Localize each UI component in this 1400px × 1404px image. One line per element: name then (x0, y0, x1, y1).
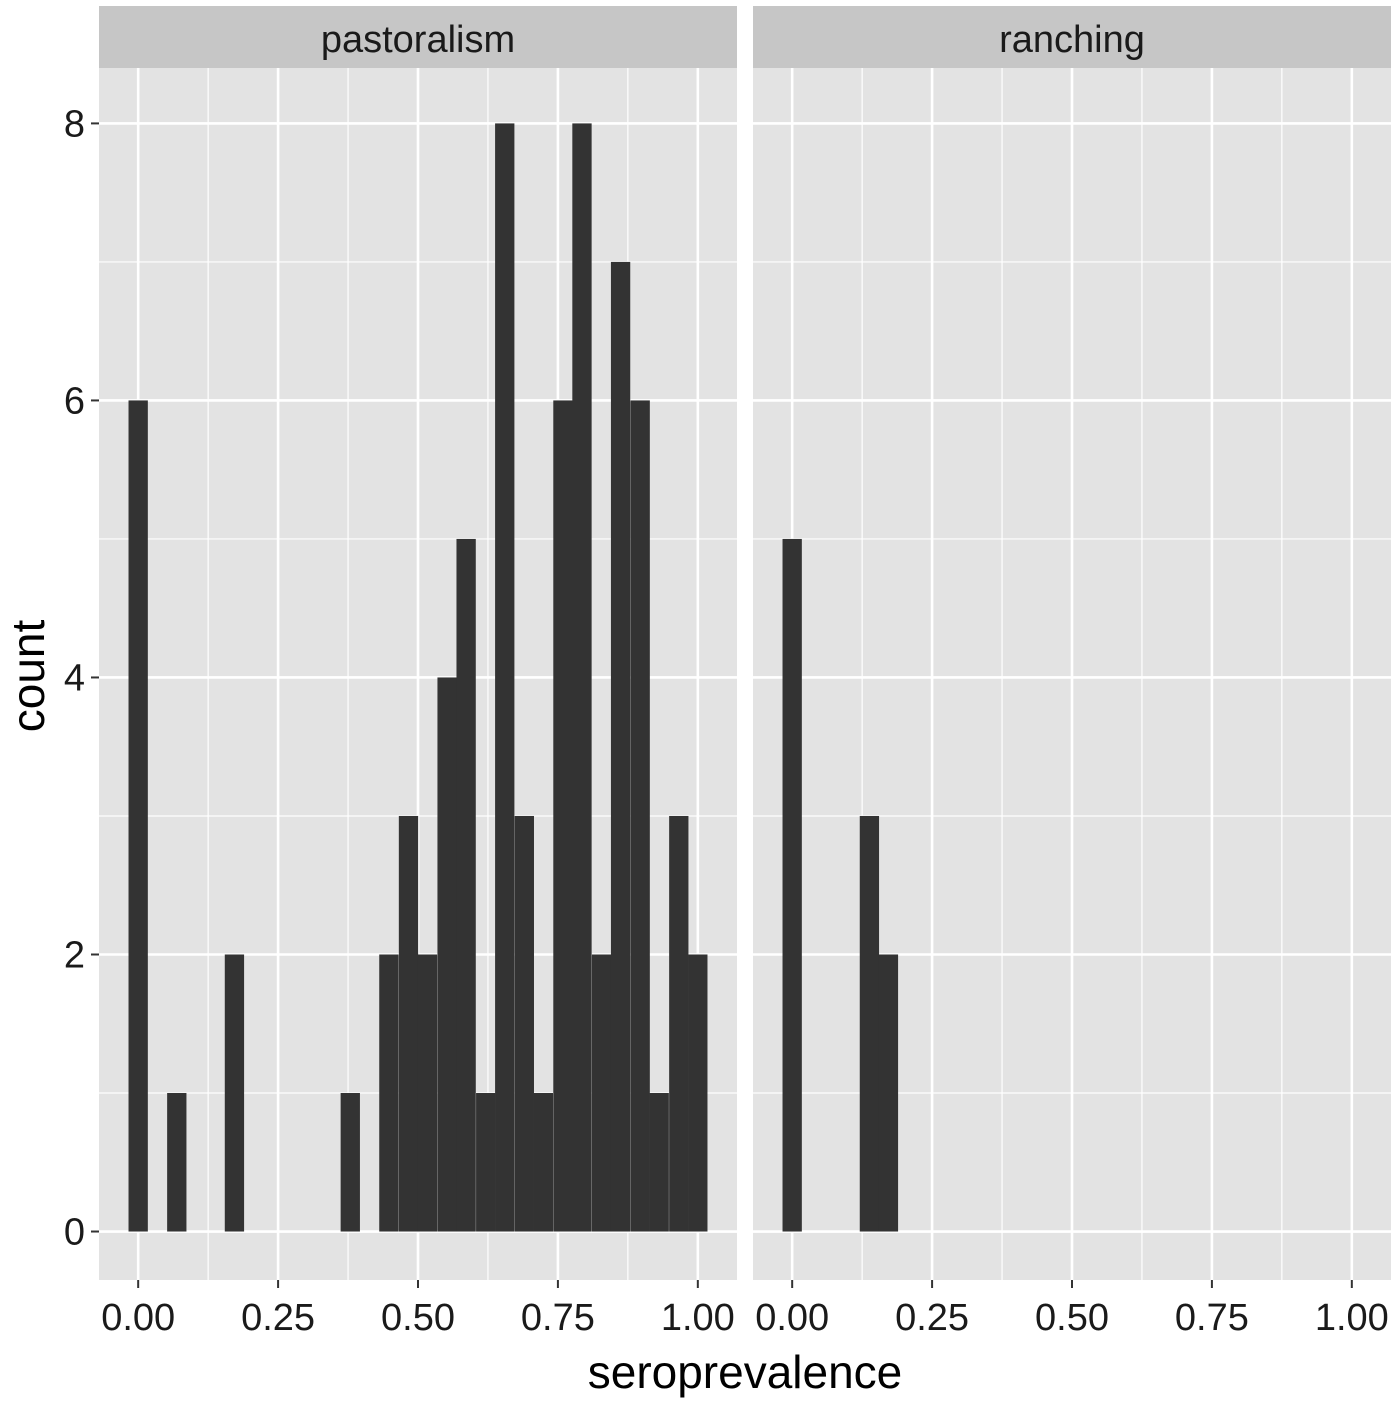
facet-strip (99, 6, 737, 68)
x-tick-label: 0.50 (1035, 1297, 1109, 1339)
histogram-bar (533, 1093, 554, 1232)
x-tick-label: 0.50 (381, 1297, 455, 1339)
histogram-bar (649, 1093, 669, 1232)
histogram-bar (514, 815, 534, 1232)
histogram-bar (572, 123, 592, 1232)
facet-strip-label: pastoralism (321, 19, 515, 61)
histogram-bar (476, 1093, 496, 1232)
histogram-bar (437, 677, 457, 1232)
histogram-bar (128, 400, 148, 1232)
x-tick-label: 0.75 (1175, 1297, 1249, 1339)
facet-panel-ranching: ranching 0.00 0.25 0.50 0.75 1.00 (753, 6, 1391, 1339)
y-axis-title: count (2, 620, 54, 733)
histogram-bar (669, 815, 689, 1232)
histogram-bar (224, 954, 245, 1232)
histogram-bar (553, 400, 573, 1232)
x-tick-label: 1.00 (661, 1297, 735, 1339)
histogram-bar (379, 954, 399, 1232)
x-tick-label: 0.25 (241, 1297, 315, 1339)
histogram-bar (859, 815, 880, 1232)
histogram-bar (398, 815, 419, 1232)
histogram-bar (688, 954, 708, 1232)
y-tick-label: 8 (64, 103, 85, 145)
y-axis: 0 2 4 6 8 (64, 103, 99, 1254)
facet-panel-pastoralism: pastoralism 0.00 0.25 0.50 0.75 1.00 (99, 6, 737, 1339)
histogram-bar (630, 400, 650, 1232)
x-tick-label: 0.75 (521, 1297, 595, 1339)
y-tick-label: 2 (64, 934, 85, 976)
histogram-bar (878, 954, 899, 1232)
facet-panels: pastoralism 0.00 0.25 0.50 0.75 1.00 ranching 0… (99, 6, 1391, 1339)
x-tick-label: 0.25 (895, 1297, 969, 1339)
y-tick-label: 0 (64, 1212, 85, 1254)
histogram-bar (417, 954, 438, 1232)
histogram-bar (610, 261, 631, 1232)
facet-strip (753, 6, 1391, 68)
histogram-bar (591, 954, 612, 1232)
y-tick-label: 6 (64, 380, 85, 422)
x-axis-title: seroprevalence (588, 1346, 903, 1398)
histogram-bar (782, 538, 802, 1232)
histogram-bar (456, 538, 476, 1232)
x-tick-label: 0.00 (101, 1297, 175, 1339)
histogram-bar (340, 1093, 360, 1232)
histogram-bar (495, 123, 515, 1232)
facet-strip-label: ranching (999, 19, 1145, 61)
x-tick-label: 1.00 (1315, 1297, 1389, 1339)
x-tick-label: 0.00 (755, 1297, 829, 1339)
y-tick-label: 4 (64, 657, 85, 699)
histogram-bar (167, 1093, 187, 1232)
